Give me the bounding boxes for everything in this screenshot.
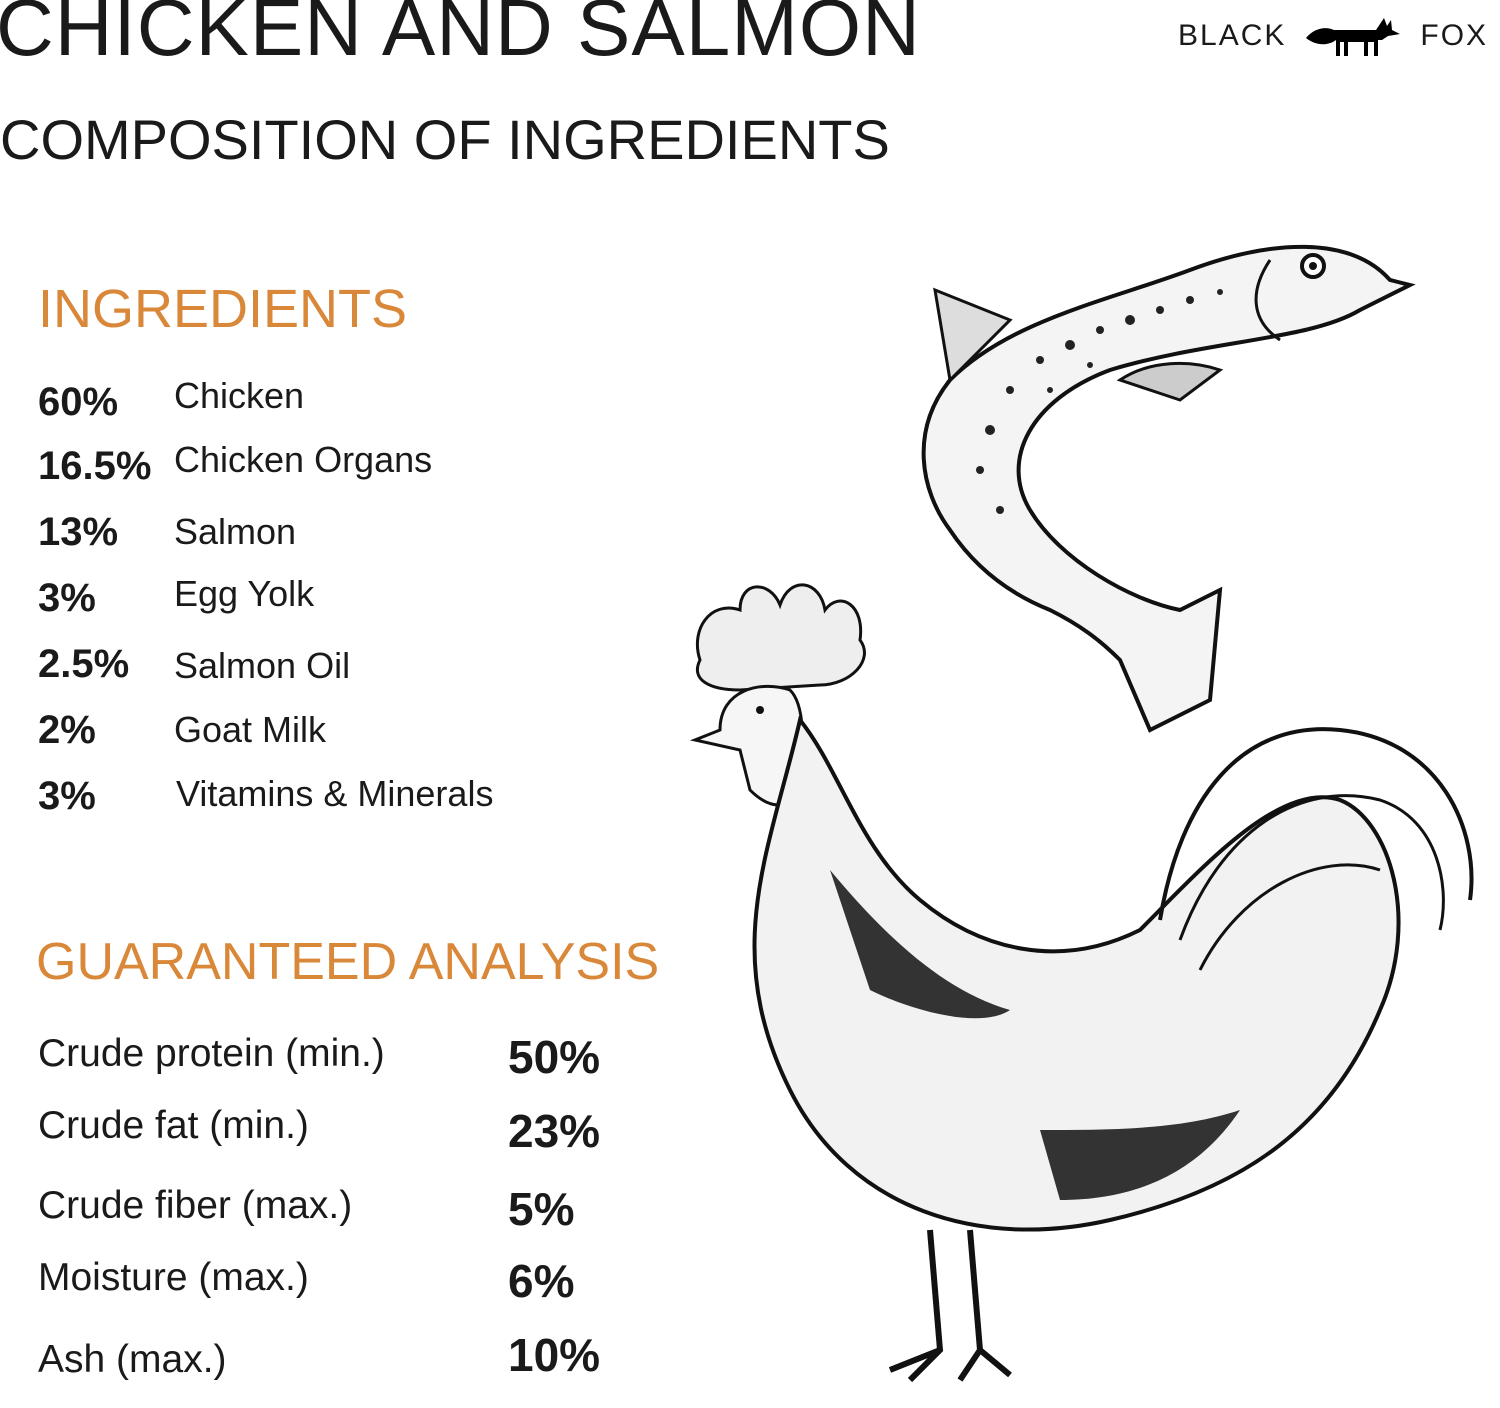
ingredient-row: 60% Chicken bbox=[38, 378, 638, 428]
ingredient-row: 16.5% Chicken Organs bbox=[38, 442, 638, 492]
salmon-spots bbox=[976, 289, 1223, 514]
ingredient-percent: 13% bbox=[38, 510, 119, 554]
ingredient-name: Salmon Oil bbox=[174, 645, 351, 686]
ingredient-row: 3% Vitamins & Minerals bbox=[38, 774, 638, 824]
ingredient-percent: 3% bbox=[38, 774, 96, 818]
page-subtitle: COMPOSITION OF INGREDIENTS bbox=[0, 108, 890, 171]
analysis-label: Crude fat (min.) bbox=[38, 1104, 309, 1147]
analysis-value: 10% bbox=[508, 1329, 601, 1381]
logo-text-right: FOX bbox=[1420, 19, 1489, 52]
ingredient-percent: 16.5% bbox=[38, 444, 152, 488]
ingredient-percent: 2.5% bbox=[38, 642, 130, 686]
brand-logo: BLACK FOX bbox=[1178, 16, 1488, 56]
analysis-label: Moisture (max.) bbox=[38, 1256, 309, 1299]
ingredient-row: 13% Salmon bbox=[38, 510, 638, 560]
ingredients-heading: INGREDIENTS bbox=[38, 279, 408, 339]
analysis-row: Ash (max.) 10% bbox=[38, 1332, 678, 1396]
ingredient-name: Chicken bbox=[174, 375, 305, 416]
rooster-illustration bbox=[689, 583, 1474, 1383]
ingredient-name: Chicken Organs bbox=[174, 439, 433, 480]
page-title: CHICKEN AND SALMON bbox=[0, 0, 921, 72]
analysis-label: Crude fiber (max.) bbox=[38, 1184, 353, 1227]
analysis-row: Moisture (max.) 6% bbox=[38, 1258, 678, 1314]
fox-icon bbox=[1304, 16, 1402, 56]
ingredient-percent: 60% bbox=[38, 380, 119, 424]
ingredient-percent: 3% bbox=[38, 576, 96, 620]
ingredient-row: 2.5% Salmon Oil bbox=[38, 644, 638, 694]
logo-text-left: BLACK bbox=[1178, 19, 1287, 52]
ingredient-percent: 2% bbox=[38, 708, 96, 752]
salmon-illustration bbox=[921, 244, 1416, 733]
ingredient-name: Goat Milk bbox=[174, 709, 327, 750]
analysis-row: Crude fiber (max.) 5% bbox=[38, 1186, 678, 1242]
analysis-heading: GUARANTEED ANALYSIS bbox=[36, 933, 660, 991]
analysis-value: 5% bbox=[508, 1183, 575, 1235]
analysis-label: Ash (max.) bbox=[38, 1338, 227, 1381]
analysis-value: 6% bbox=[508, 1255, 575, 1307]
analysis-value: 23% bbox=[508, 1105, 601, 1157]
ingredient-name: Egg Yolk bbox=[174, 573, 315, 614]
analysis-row: Crude fat (min.) 23% bbox=[38, 1106, 678, 1162]
ingredient-row: 2% Goat Milk bbox=[38, 710, 638, 760]
analysis-value: 50% bbox=[508, 1031, 601, 1083]
analysis-label: Crude protein (min.) bbox=[38, 1032, 385, 1075]
ingredient-name: Salmon bbox=[174, 511, 297, 552]
ingredient-name: Vitamins & Minerals bbox=[176, 773, 494, 814]
ingredient-row: 3% Egg Yolk bbox=[38, 576, 638, 626]
analysis-row: Crude protein (min.) 50% bbox=[38, 1034, 678, 1090]
